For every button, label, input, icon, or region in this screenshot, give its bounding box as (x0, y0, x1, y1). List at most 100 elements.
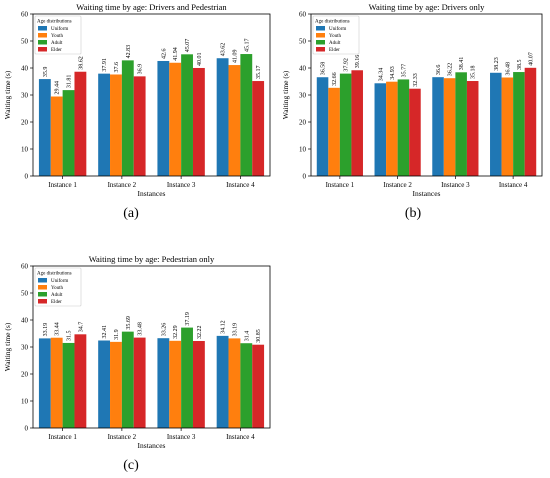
data-label: 33.19 (232, 323, 238, 337)
data-label: 33.26 (161, 323, 167, 337)
caption-b: (b) (404, 206, 422, 221)
data-label: 29.44 (55, 81, 61, 95)
bar (216, 335, 229, 428)
bar (409, 88, 421, 176)
data-label: 35.9 (43, 67, 49, 78)
legend-title: Age distributions (315, 20, 350, 25)
y-tick-label: 0 (25, 425, 29, 433)
y-axis-label: Waiting time (s) (281, 70, 290, 119)
x-tick-label: Instance 4 (226, 181, 255, 189)
data-label: 35.18 (471, 66, 477, 80)
data-label: 34.12 (221, 320, 227, 334)
legend-label: Youth (51, 286, 63, 291)
bar (110, 74, 122, 176)
data-label: 42.6 (161, 48, 167, 59)
legend-label: Youth (329, 34, 341, 39)
data-label: 35.17 (256, 66, 262, 80)
x-axis-label: Instances (138, 189, 166, 198)
y-tick-label: 0 (303, 173, 307, 181)
data-label: 32.66 (332, 72, 338, 86)
bar (98, 340, 111, 428)
y-tick-label: 50 (21, 290, 29, 298)
bar (62, 90, 75, 176)
bar (62, 342, 75, 428)
bar (490, 72, 502, 176)
bar (50, 337, 63, 428)
chart-title: Waiting time by age: Drivers only (369, 2, 485, 12)
x-tick-label: Instance 2 (383, 181, 412, 189)
data-label: 43.62 (221, 43, 227, 57)
bar (157, 60, 170, 177)
y-tick-label: 40 (299, 65, 307, 73)
legend-swatch (316, 26, 325, 31)
legend-label: Uniform (51, 279, 68, 284)
legend-swatch (38, 299, 47, 304)
data-label: 45.07 (185, 39, 191, 53)
x-tick-label: Instance 1 (48, 433, 77, 441)
bar (38, 338, 51, 428)
bar (133, 337, 146, 428)
bar (169, 62, 182, 176)
data-label: 35.77 (401, 64, 407, 78)
bar (240, 343, 253, 428)
legend-swatch (38, 33, 47, 38)
y-tick-label: 10 (21, 146, 29, 154)
data-label: 33.48 (138, 322, 144, 336)
chart-c: Waiting time by age: Pedestrian only 0 10 2… (3, 254, 271, 450)
bar (98, 73, 111, 176)
bar (157, 338, 170, 428)
legend-label: Uniform (329, 27, 346, 32)
plot-frame (32, 13, 271, 177)
chart-b: Waiting time by age: Drivers only 0 10 20 30… (281, 2, 543, 198)
y-tick-label: 20 (21, 371, 29, 379)
bar (455, 72, 467, 176)
x-tick-label: Instance 3 (441, 181, 470, 189)
legend-swatch (38, 47, 47, 52)
x-tick-label: Instance 4 (226, 433, 255, 441)
bar (192, 67, 205, 176)
plot-frame (310, 13, 543, 177)
y-tick-label: 30 (21, 344, 29, 352)
y-tick-label: 30 (299, 92, 307, 100)
bar (524, 67, 537, 176)
data-label: 32.33 (413, 73, 419, 87)
chart-title: Waiting time by age: Drivers and Pedestr… (76, 2, 227, 12)
y-tick-label: 30 (21, 92, 29, 100)
data-label: 36.6 (436, 65, 442, 76)
bar (121, 331, 134, 428)
chart-title: Waiting time by age: Pedestrian only (89, 254, 215, 264)
data-label: 38.41 (459, 57, 465, 71)
x-tick-label: Instance 4 (499, 181, 528, 189)
y-tick-label: 10 (299, 146, 307, 154)
x-tick-label: Instance 1 (48, 181, 77, 189)
data-label: 31.9 (114, 329, 120, 340)
bar (351, 70, 363, 176)
data-label: 32.29 (173, 325, 179, 339)
legend-title: Age distributions (37, 20, 72, 25)
bar (192, 341, 205, 428)
bar (513, 72, 525, 176)
x-axis-label: Instances (413, 189, 441, 198)
bar (216, 58, 229, 177)
chart-a: Waiting time by age: Drivers and Pedestr… (3, 2, 271, 198)
legend-swatch (38, 40, 47, 45)
data-label: 38.23 (494, 57, 500, 71)
data-label: 33.19 (43, 323, 49, 337)
data-label: 31.4 (244, 331, 250, 342)
y-tick-label: 0 (25, 173, 29, 181)
data-label: 34.93 (390, 66, 396, 80)
y-tick-label: 60 (21, 11, 29, 19)
bar (74, 334, 87, 428)
legend-label: Youth (51, 34, 63, 39)
bar (50, 96, 63, 176)
legend-swatch (316, 40, 325, 45)
bar (240, 54, 253, 176)
bar (386, 81, 398, 176)
data-label: 40.07 (528, 52, 534, 66)
bar (133, 76, 146, 176)
bar (374, 83, 387, 176)
legend-swatch (38, 285, 47, 290)
data-label: 36.48 (505, 62, 511, 76)
caption-a: (a) (123, 206, 139, 221)
y-tick-label: 40 (21, 65, 29, 73)
